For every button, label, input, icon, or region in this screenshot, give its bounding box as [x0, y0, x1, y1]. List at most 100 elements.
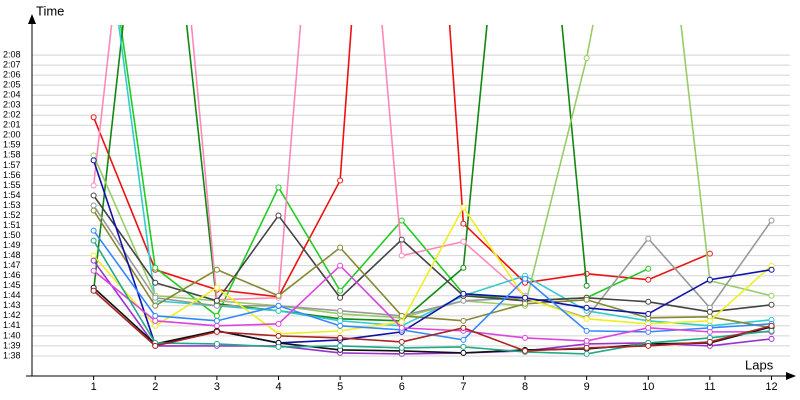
- point: [768, 327, 775, 334]
- y-tick-label: 1:40: [3, 330, 21, 340]
- y-tick-label: 1:41: [3, 320, 21, 330]
- point: [768, 322, 775, 329]
- point: [768, 292, 775, 299]
- y-tick-label: 1:52: [3, 210, 21, 220]
- point: [706, 308, 713, 315]
- point: [213, 317, 220, 324]
- series-line: [92, 195, 772, 313]
- point: [90, 182, 97, 189]
- point: [90, 227, 97, 234]
- y-tick-label: 1:45: [3, 280, 21, 290]
- y-tick-label: 1:39: [3, 340, 21, 350]
- series-line: [92, 205, 773, 319]
- x-tick-label: 6: [399, 381, 405, 393]
- y-tick-label: 1:57: [3, 160, 21, 170]
- point: [768, 266, 775, 273]
- point: [522, 334, 529, 341]
- point: [583, 282, 590, 289]
- point: [90, 152, 97, 159]
- point: [337, 287, 344, 294]
- point: [275, 307, 282, 314]
- point: [645, 324, 652, 331]
- point: [152, 322, 159, 329]
- x-axis-label: Laps: [745, 357, 774, 372]
- point: [460, 220, 467, 227]
- point: [583, 327, 590, 334]
- y-tick-label: 2:05: [3, 80, 21, 90]
- point: [275, 184, 282, 191]
- y-tick-label: 1:54: [3, 190, 21, 200]
- point: [583, 296, 590, 303]
- y-tick-label: 2:06: [3, 70, 21, 80]
- point: [337, 244, 344, 251]
- x-tick-label: 10: [642, 381, 654, 393]
- series-line: [93, 205, 773, 335]
- y-axis-arrow: [28, 14, 36, 24]
- y-tick-label: 1:48: [3, 250, 21, 260]
- point: [768, 301, 775, 308]
- y-tick-label: 2:01: [3, 120, 21, 130]
- y-tick-label: 1:53: [3, 200, 21, 210]
- point: [152, 294, 159, 301]
- x-tick-label: 5: [337, 381, 343, 393]
- point: [152, 302, 159, 309]
- y-tick-label: 2:03: [3, 100, 21, 110]
- point: [275, 332, 282, 339]
- point: [460, 317, 467, 324]
- point: [90, 287, 97, 294]
- point: [398, 236, 405, 243]
- x-tick-label: 4: [275, 381, 281, 393]
- point: [522, 300, 529, 307]
- y-tick-label: 1:56: [3, 170, 21, 180]
- point: [337, 294, 344, 301]
- point: [213, 297, 220, 304]
- plot-area: [90, 25, 775, 357]
- point: [398, 338, 405, 345]
- point: [337, 262, 344, 269]
- y-tick-label: 1:58: [3, 150, 21, 160]
- point: [275, 320, 282, 327]
- point: [460, 290, 467, 297]
- series-line: [93, 287, 772, 354]
- point: [213, 322, 220, 329]
- point: [460, 238, 467, 245]
- y-tick-label: 1:59: [3, 140, 21, 150]
- point: [152, 342, 159, 349]
- point: [645, 342, 652, 349]
- x-tick-label: 1: [91, 381, 97, 393]
- point: [337, 334, 344, 341]
- point: [460, 343, 467, 350]
- y-tick-label: 2:08: [3, 49, 21, 59]
- point: [337, 317, 344, 324]
- point: [337, 322, 344, 329]
- point: [460, 264, 467, 271]
- point: [90, 237, 97, 244]
- point: [275, 302, 282, 309]
- y-tick-label: 1:47: [3, 260, 21, 270]
- point: [460, 204, 467, 211]
- series-line: [92, 25, 711, 298]
- x-tick-label: 8: [522, 381, 528, 393]
- x-tick-label: 7: [460, 381, 466, 393]
- x-tick-label: 11: [704, 381, 715, 393]
- point: [460, 349, 467, 356]
- point: [398, 324, 405, 331]
- y-tick-label: 1:49: [3, 240, 21, 250]
- y-tick-label: 2:02: [3, 110, 21, 120]
- series-line: [92, 25, 526, 301]
- y-tick-label: 1:42: [3, 310, 21, 320]
- y-axis-label: Time: [36, 3, 64, 18]
- y-tick-label: 1:38: [3, 350, 21, 360]
- x-tick-label: 9: [584, 381, 590, 393]
- point: [706, 317, 713, 324]
- point: [152, 317, 159, 324]
- point: [583, 55, 590, 62]
- point: [706, 276, 713, 283]
- point: [460, 324, 467, 331]
- point: [90, 114, 97, 121]
- point: [337, 342, 344, 349]
- x-axis-arrow: [786, 372, 796, 380]
- point: [645, 276, 652, 283]
- point: [645, 265, 652, 272]
